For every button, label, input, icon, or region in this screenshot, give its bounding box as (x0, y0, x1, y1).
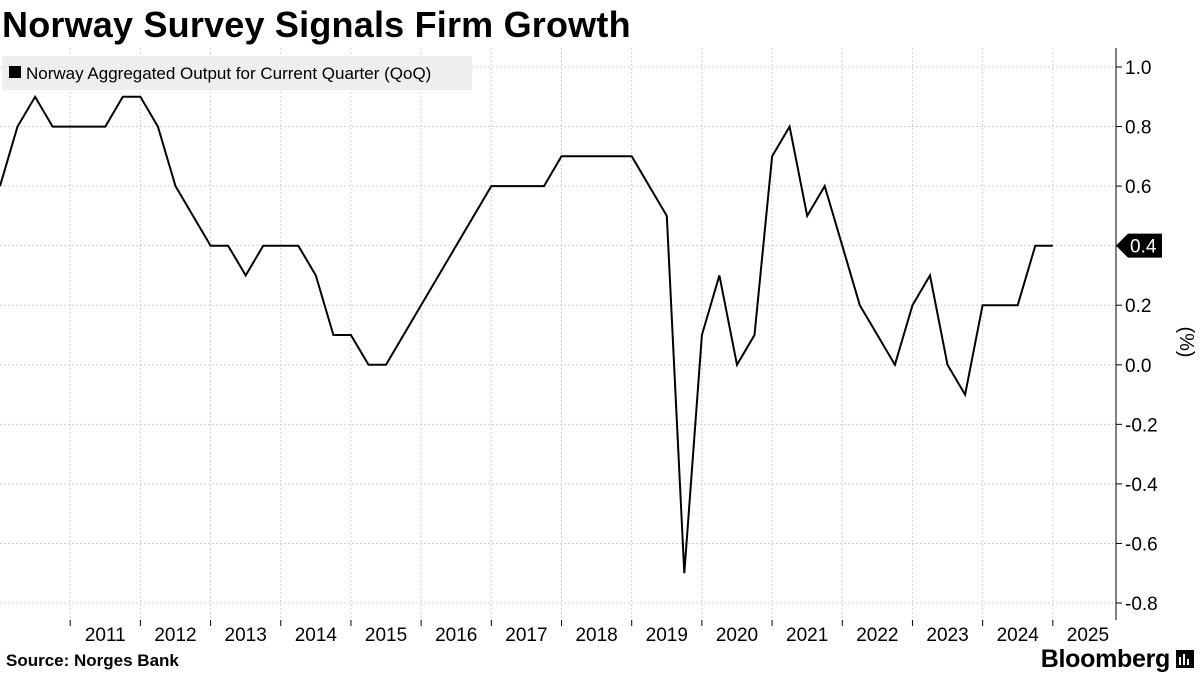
bloomberg-logo: Bloomberg (1040, 645, 1171, 673)
y-axis: 1.0 0.8 0.6 0.2 0.0 -0.2 -0.4 -0.6 -0.8 (1115, 48, 1158, 620)
chart-title: Norway Survey Signals Firm Growth (2, 4, 631, 45)
legend-swatch (9, 66, 21, 78)
x-axis: 2011 2012 2013 2014 2015 2016 2017 2018 2019 2020… (69, 620, 1109, 646)
x-tick-label: 2023 (926, 625, 968, 646)
y-tick-label: 0.8 (1125, 118, 1151, 139)
x-tick-label: 2017 (505, 625, 547, 646)
x-tick-label: 2016 (435, 625, 477, 646)
y-tick-label: 1.0 (1125, 58, 1151, 79)
y-tick-label: 0.6 (1125, 177, 1151, 198)
x-tick-label: 2015 (365, 625, 407, 646)
y-tick-label: -0.6 (1125, 534, 1158, 555)
legend-background (2, 56, 472, 90)
y-tick-label: 0.2 (1125, 296, 1151, 317)
x-tick-label: 2020 (716, 625, 758, 646)
y-tick-label: -0.8 (1125, 594, 1158, 615)
y-tick-label: -0.4 (1125, 475, 1158, 496)
x-tick-label: 2025 (1067, 625, 1109, 646)
x-tick-label: 2022 (856, 625, 898, 646)
source-note: Source: Norges Bank (6, 651, 179, 670)
y-gridlines (0, 66, 1116, 604)
x-tick-label: 2019 (646, 625, 688, 646)
x-tick-label: 2012 (154, 625, 196, 646)
legend-label: Norway Aggregated Output for Current Qua… (26, 64, 431, 83)
x-tick-label: 2021 (786, 625, 828, 646)
x-tick-label: 2011 (85, 625, 126, 646)
x-tick-label: 2014 (295, 625, 338, 646)
y-tick-label: 0.0 (1125, 356, 1151, 377)
last-value-label: 0.4 (1130, 237, 1157, 258)
y-axis-label: (%) (1175, 326, 1197, 357)
last-value-badge (1116, 233, 1162, 258)
x-tick-label: 2013 (225, 625, 267, 646)
series-line (0, 94, 1053, 574)
last-value-marker: 0.4 (1116, 233, 1162, 258)
legend: Norway Aggregated Output for Current Qua… (2, 56, 472, 90)
x-gridlines (69, 48, 1054, 620)
x-tick-label: 2018 (575, 625, 617, 646)
x-tick-label: 2024 (997, 625, 1040, 646)
bloomberg-terminal-icon (1176, 650, 1194, 668)
series-line-group (0, 94, 1053, 574)
y-tick-label: -0.2 (1125, 415, 1158, 436)
